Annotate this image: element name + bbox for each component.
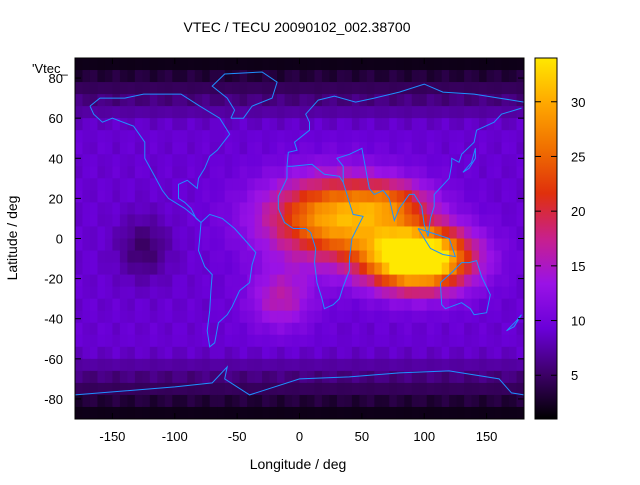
coastline: [506, 314, 522, 332]
y-tick-label: -20: [44, 272, 63, 287]
heatmap-field: [75, 58, 524, 419]
coastline: [417, 228, 457, 258]
y-tick-label: 0: [56, 232, 63, 247]
colorbar-tick-label: 15: [571, 259, 585, 274]
y-tick-label: -80: [44, 392, 63, 407]
y-tick-label: -40: [44, 312, 63, 327]
coastline: [277, 163, 364, 310]
y-tick-label: 60: [49, 111, 63, 126]
colorbar-tick-label: 25: [571, 149, 585, 164]
colorbar: [534, 57, 558, 420]
series-label: 'Vtec_: [32, 61, 68, 76]
coastline: [286, 83, 524, 167]
colorbar-tick-label: 30: [571, 95, 585, 110]
chart-title: VTEC / TECU 20090102_002.38700: [183, 19, 410, 35]
x-tick-label: 50: [355, 429, 369, 444]
coastline: [211, 71, 278, 119]
coastline: [89, 93, 231, 223]
colorbar-axis: 5 10 15 20 25 30: [535, 95, 585, 383]
x-tick-label: 0: [296, 429, 303, 444]
coastline: [75, 365, 524, 396]
colorbar-tick-label: 10: [571, 314, 585, 329]
y-tick-label: 20: [49, 191, 63, 206]
coastline: [336, 107, 522, 237]
y-axis-label: Latitude / deg: [4, 196, 20, 281]
y-axis: 80 60 40 20 0 -20 -40 -60 -80: [44, 71, 524, 407]
y-tick-label: -60: [44, 352, 63, 367]
coastlines: [75, 71, 524, 396]
x-tick-label: -150: [99, 429, 125, 444]
x-tick-label: 150: [476, 429, 498, 444]
coastline: [197, 213, 257, 348]
coastline: [462, 148, 476, 173]
y-tick-label: 80: [49, 71, 63, 86]
colorbar-tick-label: 20: [571, 204, 585, 219]
x-axis-label: Longitude / deg: [250, 456, 347, 472]
colorbar-tick-label: 5: [571, 368, 578, 383]
x-tick-label: -100: [162, 429, 188, 444]
x-tick-label: 100: [413, 429, 435, 444]
coastline: [439, 259, 491, 316]
x-axis: -150 -100 -50 0 50 100 150: [99, 58, 497, 444]
x-tick-label: -50: [228, 429, 247, 444]
y-tick-label: 40: [49, 151, 63, 166]
